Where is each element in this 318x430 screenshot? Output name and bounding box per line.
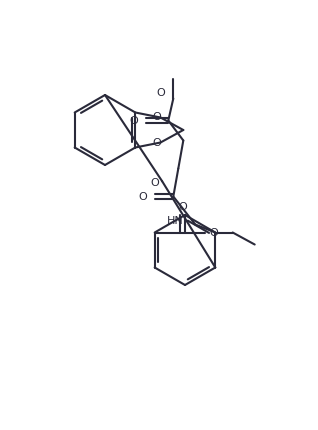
Text: O: O xyxy=(152,138,161,147)
Text: HN: HN xyxy=(167,215,183,225)
Text: O: O xyxy=(210,227,218,237)
Text: O: O xyxy=(152,113,161,123)
Text: O: O xyxy=(156,89,165,98)
Text: O: O xyxy=(178,202,187,212)
Text: O: O xyxy=(139,191,147,202)
Text: O: O xyxy=(151,178,160,188)
Text: O: O xyxy=(129,116,138,126)
